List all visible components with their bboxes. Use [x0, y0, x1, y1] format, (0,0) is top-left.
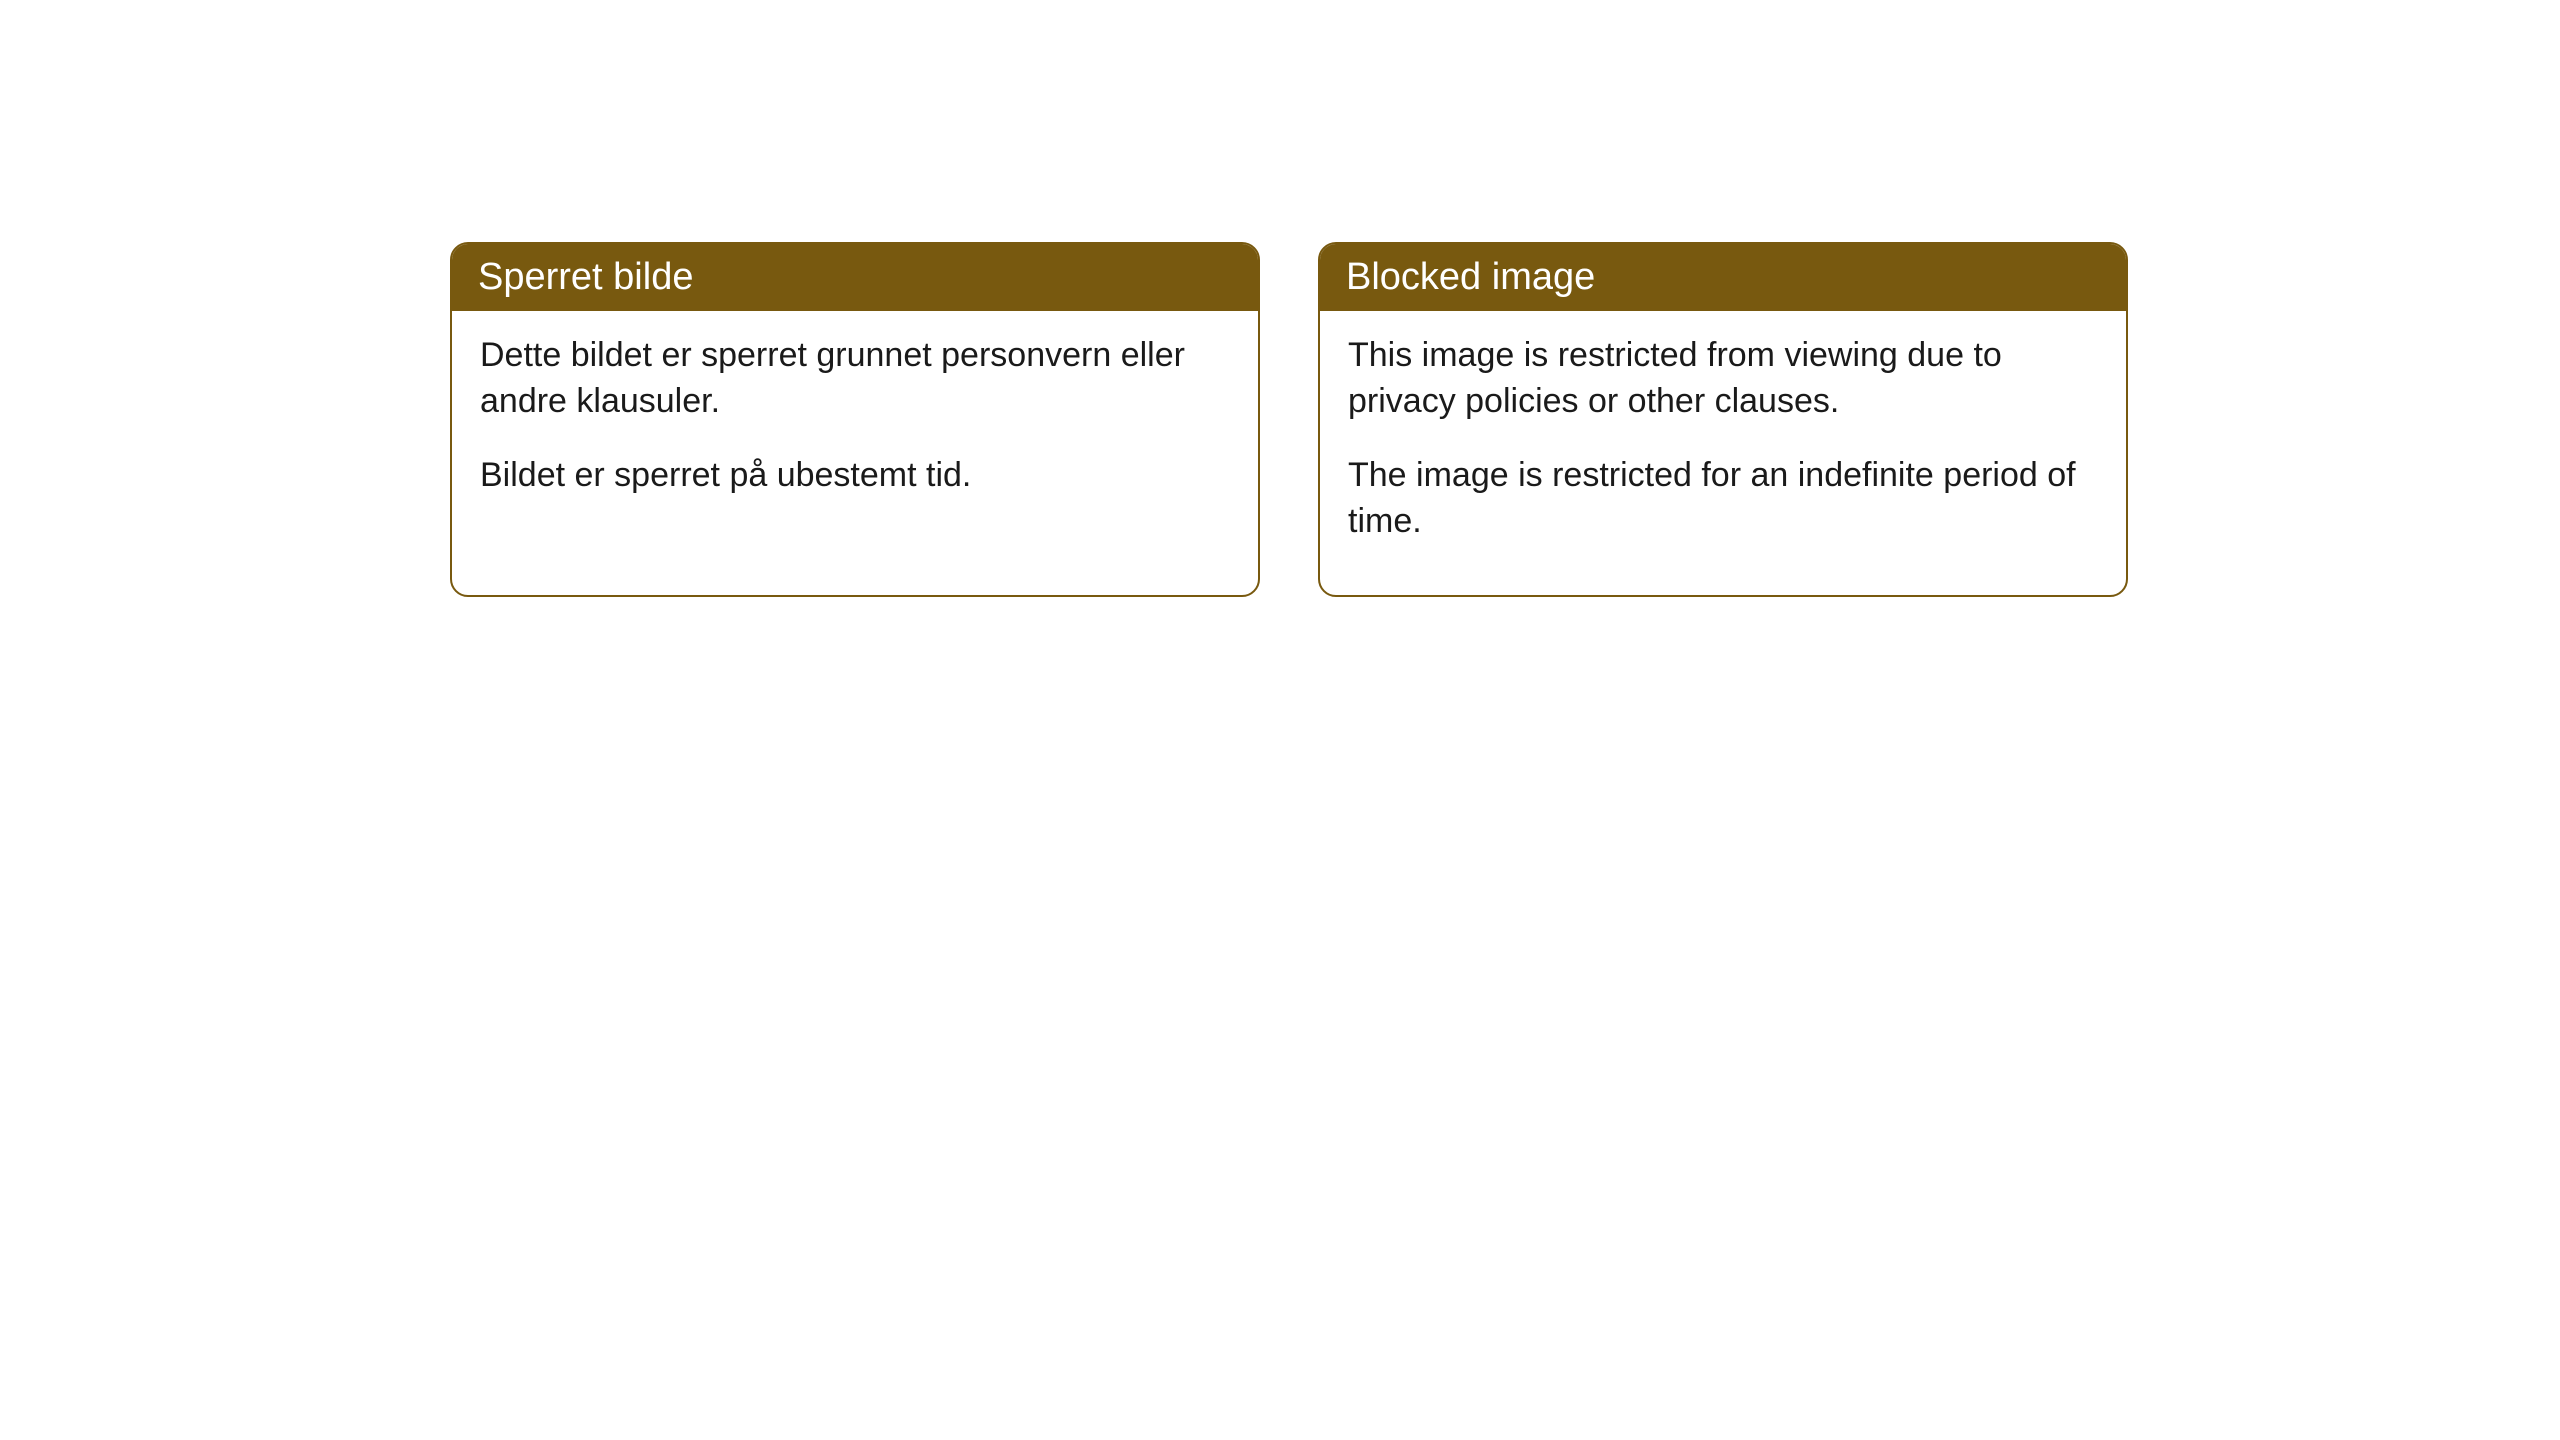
- card-body: Dette bildet er sperret grunnet personve…: [452, 311, 1258, 549]
- card-body: This image is restricted from viewing du…: [1320, 311, 2126, 595]
- card-header: Blocked image: [1320, 244, 2126, 311]
- card-title: Sperret bilde: [478, 256, 693, 298]
- card-paragraph: Dette bildet er sperret grunnet personve…: [480, 333, 1230, 425]
- notice-cards-container: Sperret bilde Dette bildet er sperret gr…: [450, 242, 2128, 597]
- card-paragraph: The image is restricted for an indefinit…: [1348, 453, 2098, 545]
- card-paragraph: This image is restricted from viewing du…: [1348, 333, 2098, 425]
- notice-card-norwegian: Sperret bilde Dette bildet er sperret gr…: [450, 242, 1260, 597]
- notice-card-english: Blocked image This image is restricted f…: [1318, 242, 2128, 597]
- card-title: Blocked image: [1346, 256, 1595, 298]
- card-paragraph: Bildet er sperret på ubestemt tid.: [480, 453, 1230, 499]
- card-header: Sperret bilde: [452, 244, 1258, 311]
